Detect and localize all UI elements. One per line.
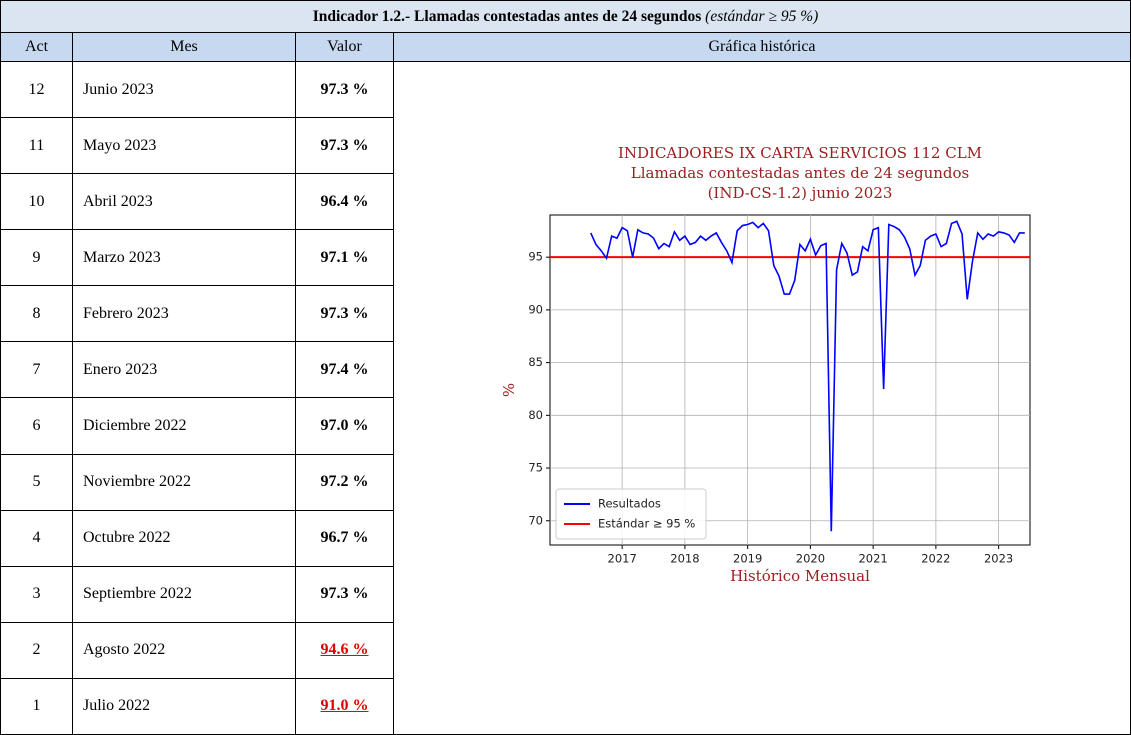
header-row: Act Mes Valor Gráfica histórica bbox=[0, 32, 1131, 63]
act-cell: 10 bbox=[0, 173, 73, 231]
value-cell: 91.0 % bbox=[295, 677, 394, 735]
value-cell: 97.3 % bbox=[295, 565, 394, 623]
chart-title: (IND-CS-1.2) junio 2023 bbox=[708, 184, 893, 202]
value-cell: 97.3 % bbox=[295, 285, 394, 343]
x-tick-label: 2023 bbox=[984, 552, 1013, 566]
y-tick-label: 80 bbox=[528, 408, 543, 422]
month-cell: Octubre 2022 bbox=[72, 509, 296, 567]
column-header: Mes bbox=[72, 32, 296, 63]
act-cell: 8 bbox=[0, 285, 73, 343]
value: 97.2 % bbox=[320, 473, 369, 491]
month-cell: Noviembre 2022 bbox=[72, 453, 296, 511]
table-row: 11 Mayo 2023 97.3 % bbox=[0, 117, 1131, 175]
chart-title: INDICADORES IX CARTA SERVICIOS 112 CLM bbox=[618, 144, 982, 162]
month-cell: Enero 2023 bbox=[72, 341, 296, 399]
value-cell: 96.7 % bbox=[295, 509, 394, 567]
value: 97.3 % bbox=[320, 304, 369, 322]
month-cell: Julio 2022 bbox=[72, 677, 296, 735]
value: 96.4 % bbox=[320, 192, 369, 210]
table-row: 3 Septiembre 2022 97.3 % bbox=[0, 565, 1131, 623]
table-row: 5 Noviembre 2022 97.2 % bbox=[0, 453, 1131, 511]
act-cell: 9 bbox=[0, 229, 73, 287]
column-header: Valor bbox=[295, 32, 394, 63]
x-axis-label: Histórico Mensual bbox=[730, 567, 870, 585]
table-row: 4 Octubre 2022 96.7 % bbox=[0, 509, 1131, 567]
y-tick-label: 85 bbox=[528, 355, 543, 369]
value: 94.6 % bbox=[320, 641, 369, 659]
act-cell: 3 bbox=[0, 565, 73, 623]
table-row: 1 Julio 2022 91.0 % bbox=[0, 677, 1131, 735]
act-cell: 12 bbox=[0, 61, 73, 119]
table-row: 6 Diciembre 2022 97.0 % bbox=[0, 397, 1131, 455]
title-cell: Indicador 1.2.- Llamadas contestadas ant… bbox=[0, 0, 1131, 34]
chart-title: Llamadas contestadas antes de 24 segundo… bbox=[631, 164, 969, 182]
x-tick-label: 2017 bbox=[608, 552, 637, 566]
value-cell: 97.2 % bbox=[295, 453, 394, 511]
y-tick-label: 95 bbox=[528, 250, 543, 264]
value: 96.7 % bbox=[320, 529, 369, 547]
act-cell: 4 bbox=[0, 509, 73, 567]
table-row: 8 Febrero 2023 97.3 % bbox=[0, 285, 1131, 343]
value-cell: 97.4 % bbox=[295, 341, 394, 399]
table-row: 7 Enero 2023 97.4 % bbox=[0, 341, 1131, 399]
data-line bbox=[590, 220, 1025, 532]
table-row: 2 Agosto 2022 94.6 % bbox=[0, 621, 1131, 679]
month-cell: Mayo 2023 bbox=[72, 117, 296, 175]
value: 97.1 % bbox=[320, 248, 369, 266]
month-cell: Febrero 2023 bbox=[72, 285, 296, 343]
column-header: Gráfica histórica bbox=[393, 32, 1131, 63]
value: 97.3 % bbox=[320, 585, 369, 603]
x-tick-label: 2020 bbox=[796, 552, 825, 566]
x-tick-label: 2022 bbox=[921, 552, 950, 566]
act-cell: 6 bbox=[0, 397, 73, 455]
column-header: Act bbox=[0, 32, 73, 63]
value-cell: 96.4 % bbox=[295, 173, 394, 231]
value-cell: 94.6 % bbox=[295, 621, 394, 679]
act-cell: 2 bbox=[0, 621, 73, 679]
table-title: Indicador 1.2.- Llamadas contestadas ant… bbox=[312, 7, 702, 25]
legend-label: Estándar ≥ 95 % bbox=[598, 517, 695, 531]
value: 91.0 % bbox=[320, 697, 369, 715]
month-cell: Diciembre 2022 bbox=[72, 397, 296, 455]
chart: INDICADORES IX CARTA SERVICIOS 112 CLM Ll… bbox=[500, 144, 1031, 585]
month-cell: Abril 2023 bbox=[72, 173, 296, 231]
act-cell: 11 bbox=[0, 117, 73, 175]
value-cell: 97.1 % bbox=[295, 229, 394, 287]
x-tick-label: 2019 bbox=[733, 552, 762, 566]
month-cell: Junio 2023 bbox=[72, 61, 296, 119]
month-cell: Septiembre 2022 bbox=[72, 565, 296, 623]
x-tick-label: 2018 bbox=[670, 552, 699, 566]
month-cell: Agosto 2022 bbox=[72, 621, 296, 679]
value-cell: 97.3 % bbox=[295, 117, 394, 175]
value: 97.3 % bbox=[320, 136, 369, 154]
x-tick-label: 2021 bbox=[858, 552, 887, 566]
value: 97.0 % bbox=[320, 416, 369, 434]
value-cell: 97.0 % bbox=[295, 397, 394, 455]
table-row: 9 Marzo 2023 97.1 % bbox=[0, 229, 1131, 287]
act-cell: 7 bbox=[0, 341, 73, 399]
table-title-note: (estándar ≥ 95 %) bbox=[705, 7, 819, 25]
value: 97.3 % bbox=[320, 80, 369, 98]
act-cell: 5 bbox=[0, 453, 73, 511]
y-axis-label: % bbox=[500, 383, 518, 397]
legend-box bbox=[555, 488, 707, 540]
value-cell: 97.3 % bbox=[295, 61, 394, 119]
value: 97.4 % bbox=[320, 360, 369, 378]
y-tick-label: 75 bbox=[528, 461, 543, 475]
y-tick-label: 70 bbox=[528, 513, 543, 527]
table-row: 10 Abril 2023 96.4 % bbox=[0, 173, 1131, 231]
y-tick-label: 90 bbox=[528, 302, 543, 316]
month-cell: Marzo 2023 bbox=[72, 229, 296, 287]
legend-label: Resultados bbox=[598, 497, 661, 511]
act-cell: 1 bbox=[0, 677, 73, 735]
title-row: Indicador 1.2.- Llamadas contestadas ant… bbox=[0, 0, 1131, 34]
